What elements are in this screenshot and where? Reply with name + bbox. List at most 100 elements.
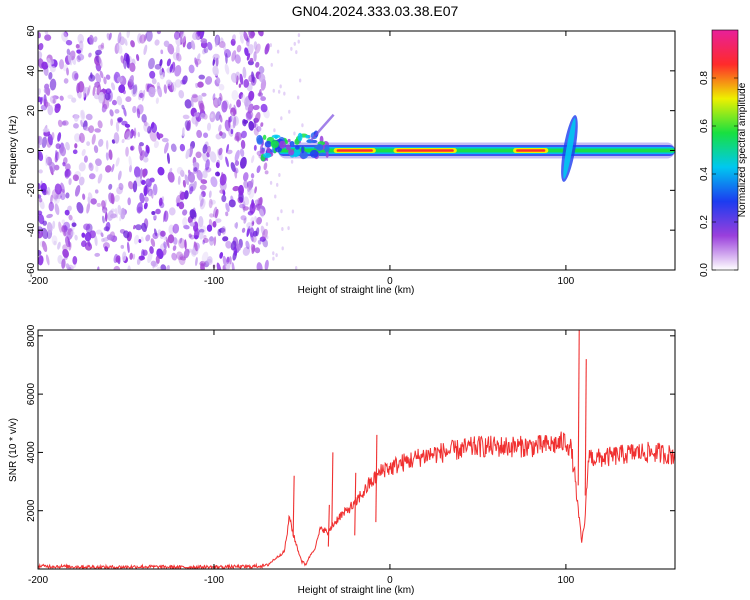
noise-blob (65, 236, 71, 248)
onset-blob (324, 144, 330, 153)
noise-blob (49, 95, 57, 104)
noise-blob (73, 123, 79, 129)
colorbar-tick-label: 0.6 (699, 119, 710, 133)
noise-blob (133, 224, 136, 230)
noise-blob (197, 81, 204, 88)
noise-blob (273, 128, 276, 133)
noise-blob (148, 86, 156, 98)
noise-blob (94, 189, 99, 194)
noise-blob (225, 240, 232, 249)
noise-blob (272, 88, 275, 93)
noise-blob (213, 98, 221, 106)
noise-blob (67, 205, 72, 212)
noise-blob (228, 103, 232, 110)
noise-blob (65, 192, 70, 199)
noise-blob (55, 143, 61, 149)
noise-blob (297, 33, 301, 38)
noise-blob (202, 170, 208, 179)
noise-blob (239, 34, 244, 44)
noise-blob (38, 51, 43, 60)
noise-blob (139, 192, 145, 204)
spectrogram-x-tick-label: -100 (204, 276, 224, 287)
noise-blob (281, 226, 284, 231)
noise-blob (182, 217, 188, 227)
noise-blob (209, 151, 217, 163)
noise-blob (83, 223, 91, 231)
noise-blob (179, 169, 185, 178)
noise-blob (120, 55, 125, 64)
noise-blob (54, 203, 60, 216)
noise-blob (41, 136, 47, 149)
noise-blob (256, 126, 262, 132)
noise-blob (142, 156, 149, 163)
noise-blob (155, 255, 160, 264)
noise-blob (78, 40, 84, 52)
noise-blob (82, 126, 90, 131)
noise-blob (77, 81, 85, 93)
noise-blob (143, 202, 148, 210)
noise-blob (62, 244, 68, 252)
noise-blob (115, 121, 120, 132)
noise-blob (95, 73, 102, 84)
noise-blob (199, 102, 205, 112)
noise-blob (143, 120, 148, 127)
noise-blob (97, 266, 100, 270)
spectrogram-x-axis: -200 -100 0 100 (28, 31, 575, 287)
noise-blob (171, 81, 177, 92)
noise-blob (166, 264, 170, 270)
noise-blob (180, 31, 185, 38)
noise-blob (251, 155, 255, 164)
noise-blob (210, 199, 216, 205)
noise-blob (264, 170, 269, 175)
noise-blob (153, 140, 159, 149)
noise-blob (219, 114, 223, 123)
noise-blob (82, 193, 86, 200)
noise-blob (185, 148, 191, 159)
noise-blob (95, 49, 102, 56)
noise-blob (42, 220, 48, 226)
noise-blob (225, 202, 230, 213)
noise-blob (72, 149, 78, 155)
snr-content (38, 330, 675, 569)
spectrogram-y-label: Frequency (Hz) (8, 116, 19, 185)
noise-blob (239, 31, 245, 36)
noise-blob (276, 49, 280, 54)
noise-blob (151, 78, 157, 85)
noise-blob (121, 138, 125, 144)
noise-blob (295, 50, 298, 55)
noise-blob (206, 224, 213, 232)
noise-blob (105, 74, 111, 80)
noise-blob (215, 218, 222, 223)
onset-blob (256, 134, 263, 144)
noise-blob (93, 145, 99, 154)
noise-blob (296, 95, 300, 100)
noise-blob (199, 261, 206, 267)
noise-blob (275, 253, 278, 258)
noise-blob (200, 198, 204, 207)
noise-blob (200, 179, 208, 184)
noise-blob (178, 201, 185, 210)
noise-blob (238, 83, 242, 88)
noise-blob (167, 43, 175, 55)
noise-blob (225, 156, 229, 168)
noise-blob (129, 252, 133, 260)
noise-blob (106, 234, 114, 241)
noise-blob (217, 228, 222, 237)
onset-blob (325, 151, 329, 158)
noise-blob (225, 211, 229, 217)
noise-blob (100, 42, 105, 49)
noise-blob (206, 122, 212, 131)
onset-blob (270, 140, 279, 149)
noise-blob (116, 43, 123, 54)
noise-blob (231, 34, 236, 42)
noise-blob (248, 120, 255, 131)
snr-y-tick-label: 4000 (26, 441, 37, 464)
noise-blob (145, 234, 151, 242)
snr-x-tick-label: 0 (387, 575, 393, 586)
noise-blob (76, 202, 84, 214)
snr-x-label: Height of straight line (km) (298, 585, 415, 596)
noise-blob (270, 62, 273, 67)
noise-blob (205, 159, 210, 171)
noise-blob (150, 238, 156, 247)
noise-blob (189, 186, 194, 195)
